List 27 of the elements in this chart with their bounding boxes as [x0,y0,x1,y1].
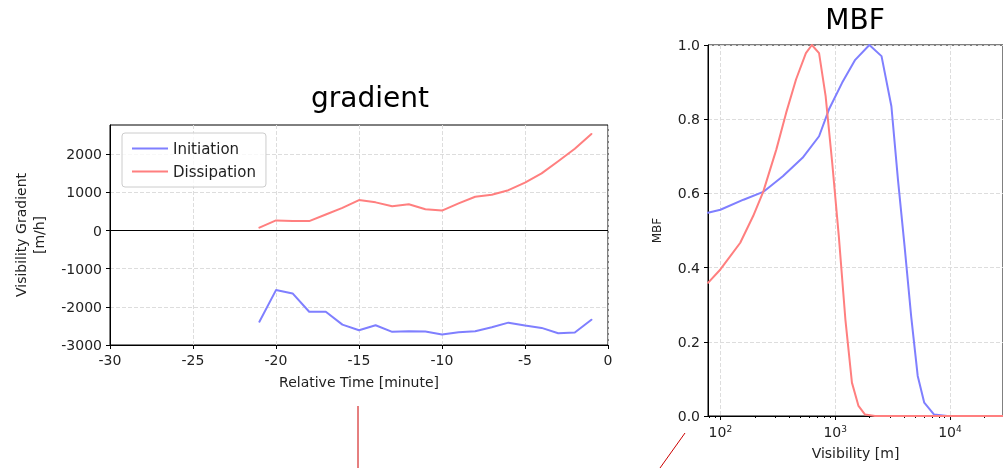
x-tick-label: -25 [181,352,205,368]
y-tick-label: 0.4 [677,259,701,276]
y-tick-label: 0 [93,222,102,239]
y-axis-title: MBF [650,217,664,244]
x-tick-label: -5 [518,352,532,368]
y-tick-label: 1000 [66,184,102,201]
y-tick-label: 0.6 [677,185,701,202]
y-tick-label: 0.2 [677,333,700,350]
x-axis-title: Visibility [m] [811,445,900,461]
chart-title: MBF [825,2,885,36]
x-tick-label: -30 [98,352,122,368]
x-tick-label: -20 [264,352,288,368]
y-tick-label: 2000 [66,146,102,163]
y-tick-label: -1000 [61,260,102,277]
y-axis-title: Visibility Gradient [m/h] [13,172,47,298]
x-tick-label: 0 [603,352,613,368]
x-tick-label: -15 [347,352,371,368]
y-tick-label: 1.0 [677,37,700,53]
legend-label: Initiation [173,139,240,158]
chart-title: gradient [311,80,429,114]
y-tick-label: 0.8 [677,111,700,128]
x-tick-label: -10 [430,352,454,368]
y-tick-label: -3000 [61,337,102,353]
legend-label: Dissipation [173,162,256,181]
y-tick-label: -2000 [61,298,102,315]
y-tick-label: 0.0 [677,408,700,424]
x-axis-title: Relative Time [minute] [279,374,439,390]
